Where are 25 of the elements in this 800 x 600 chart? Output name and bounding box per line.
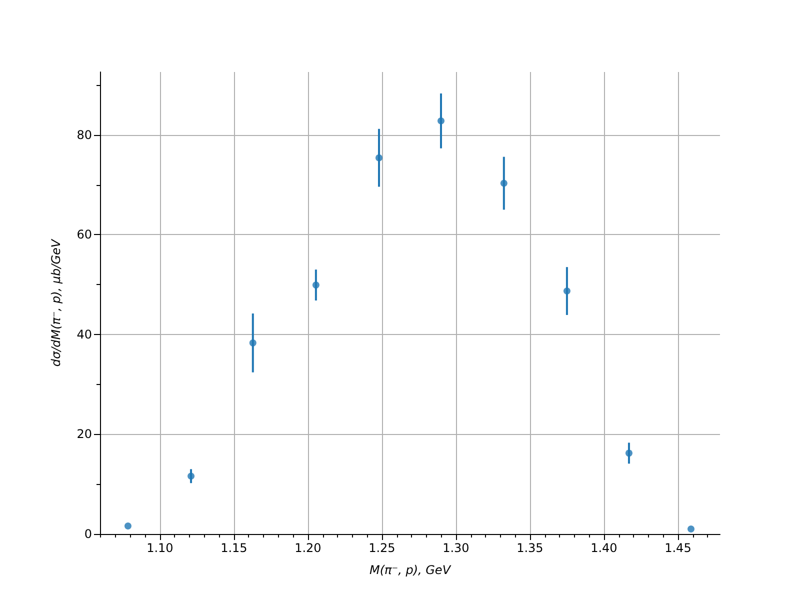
point: [438, 117, 445, 124]
x-tick-label: 1.20: [294, 541, 322, 555]
point: [500, 180, 508, 187]
point: [376, 154, 382, 162]
x-tick-label: 1.30: [442, 541, 470, 555]
point: [249, 339, 256, 346]
x-tick-label: 1.35: [516, 541, 544, 555]
x-tick-label: 1.25: [368, 541, 396, 555]
point: [625, 450, 632, 457]
x-axis-title: M(π⁻, p), GeV: [369, 563, 452, 577]
x-tick-label: 1.10: [146, 541, 174, 555]
y-axis-title: dσ/dM(π⁻, p), μb/GeV: [49, 238, 63, 367]
x-tick-label: 1.45: [664, 541, 692, 555]
y-tick-label: 20: [76, 427, 92, 442]
x-tick-label: 1.15: [220, 541, 248, 555]
x-tick-label: 1.40: [590, 541, 618, 555]
y-tick-label: 0: [84, 527, 92, 541]
y-tick-label: 80: [76, 128, 92, 142]
point: [688, 526, 694, 533]
point: [188, 472, 195, 480]
point: [563, 288, 570, 295]
point: [312, 282, 320, 289]
y-tick-label: 60: [76, 228, 92, 242]
point: [124, 522, 132, 530]
y-tick-label: 40: [76, 327, 92, 342]
